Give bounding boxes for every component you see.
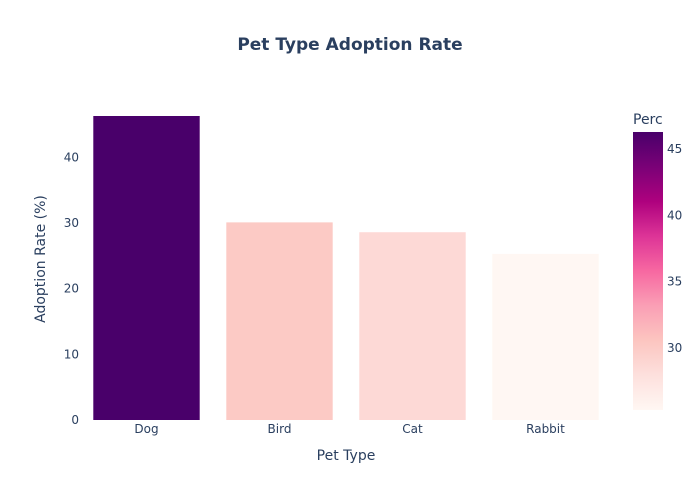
x-tick-label: Bird <box>268 422 292 436</box>
x-tick-label: Rabbit <box>526 422 565 436</box>
colorbar-tick-label: 45 <box>667 142 682 156</box>
y-axis: 0 10 20 30 40 <box>64 150 79 427</box>
bar-rabbit <box>492 253 599 420</box>
colorbar-gradient <box>633 132 663 410</box>
y-tick-label: 0 <box>71 413 79 427</box>
bar-bird <box>226 222 333 420</box>
x-tick-label: Dog <box>134 422 158 436</box>
x-axis-title: Pet Type <box>317 448 376 464</box>
colorbar-tick-label: 40 <box>667 208 682 222</box>
chart-title: Pet Type Adoption Rate <box>237 35 462 55</box>
x-tick-label: Cat <box>402 422 423 436</box>
y-tick-label: 30 <box>64 216 79 230</box>
colorbar-tick-label: 35 <box>667 275 682 289</box>
y-axis-title: Adoption Rate (%) <box>33 195 49 323</box>
bar-cat <box>359 232 466 420</box>
colorbar: Perc 30 35 40 45 <box>633 112 682 410</box>
colorbar-title: Perc <box>633 112 663 128</box>
y-tick-label: 20 <box>64 282 79 296</box>
y-tick-label: 10 <box>64 347 79 361</box>
bars-group <box>93 116 599 420</box>
y-tick-label: 40 <box>64 150 79 164</box>
bar-dog <box>93 116 200 420</box>
x-axis: Dog Bird Cat Rabbit <box>134 422 565 436</box>
colorbar-tick-label: 30 <box>667 341 682 355</box>
